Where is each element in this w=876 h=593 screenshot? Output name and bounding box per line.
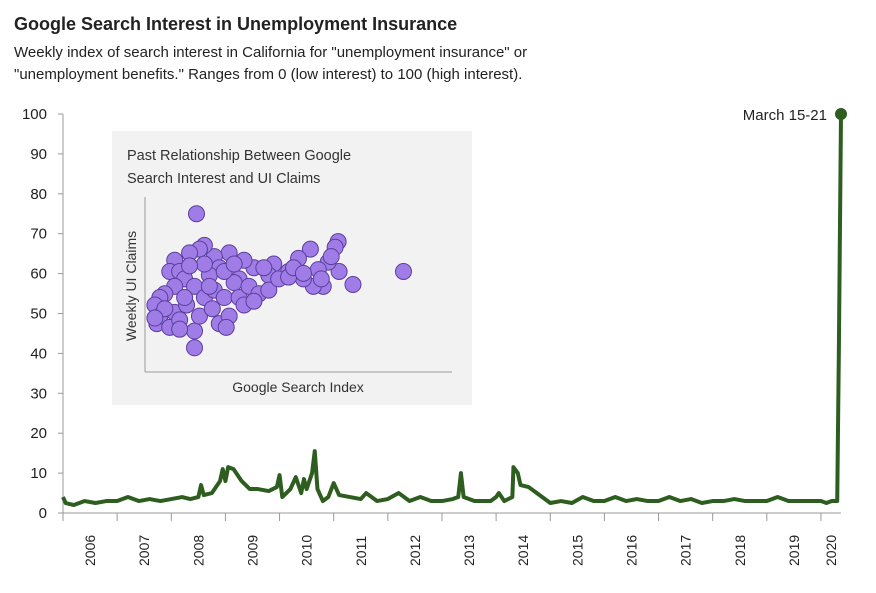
x-tick-label: 2011 xyxy=(353,536,369,566)
inset-title-line-2: Search Interest and UI Claims xyxy=(127,171,320,187)
x-tick-label: 2012 xyxy=(407,535,423,566)
scatter-point xyxy=(344,276,362,293)
x-tick-label: 2008 xyxy=(190,535,206,566)
inset-x-label: Google Search Index xyxy=(232,379,364,395)
x-tick-label: 2009 xyxy=(244,535,260,566)
scatter-point xyxy=(330,262,348,280)
scatter-point xyxy=(322,248,340,266)
scatter-point xyxy=(195,255,213,273)
y-axis: 0 10 20 30 40 50 60 70 80 90 100 xyxy=(22,106,64,522)
y-tick-label: 90 xyxy=(30,146,47,163)
x-tick-label: 2017 xyxy=(678,535,694,566)
x-tick-label: 2016 xyxy=(623,535,639,566)
line-series: March 15-21 xyxy=(61,107,847,508)
y-tick-label: 40 xyxy=(30,345,47,362)
subtitle-line-2: "unemployment benefits." Ranges from 0 (… xyxy=(14,66,523,83)
x-tick-label: 2019 xyxy=(786,535,802,566)
x-tick-label: 2013 xyxy=(461,535,477,566)
scatter-point xyxy=(146,309,164,327)
scatter-point xyxy=(181,257,199,275)
x-tick-label: 2020 xyxy=(823,535,839,566)
y-tick-label: 100 xyxy=(22,106,47,123)
x-tick-label: 2007 xyxy=(136,535,152,566)
subtitle-line-1: Weekly index of search interest in Calif… xyxy=(14,44,528,61)
scatter-point xyxy=(394,262,412,280)
x-tick-label: 2006 xyxy=(82,535,98,566)
scatter-point xyxy=(200,277,218,295)
scatter-point xyxy=(294,264,312,282)
x-tick-label: 2010 xyxy=(299,535,315,566)
y-tick-label: 70 xyxy=(30,226,47,243)
y-tick-label: 30 xyxy=(30,385,47,402)
scatter-point xyxy=(190,307,208,325)
scatter-point xyxy=(260,281,278,299)
search-interest-line xyxy=(61,113,843,508)
x-tick-label: 2018 xyxy=(732,535,748,566)
y-tick-label: 20 xyxy=(30,425,47,442)
scatter-point xyxy=(203,300,221,318)
y-tick-label: 10 xyxy=(30,465,47,482)
scatter-point xyxy=(215,289,233,307)
scatter-point xyxy=(255,259,273,277)
chart-subtitle: Weekly index of search interest in Calif… xyxy=(14,42,714,86)
scatter-point xyxy=(245,292,263,310)
chart-title: Google Search Interest in Unemployment I… xyxy=(14,14,458,34)
scatter-point xyxy=(312,270,330,288)
inset-scatter-chart: Past Relationship Between Google Search I… xyxy=(123,148,452,395)
inset-y-label: Weekly UI Claims xyxy=(123,231,139,341)
scatter-point xyxy=(186,339,204,357)
x-axis: 2006 2007 2008 2009 2010 2011 2012 2013 2014 2015… xyxy=(62,512,841,566)
x-tick-label: 2015 xyxy=(569,535,585,566)
y-tick-label: 80 xyxy=(30,186,47,203)
y-tick-label: 0 xyxy=(39,505,47,522)
inset-title-line-1: Past Relationship Between Google xyxy=(127,148,351,164)
scatter-point xyxy=(225,255,243,273)
y-tick-label: 60 xyxy=(30,266,47,283)
scatter-point xyxy=(186,322,204,340)
scatter-point xyxy=(176,289,194,307)
y-tick-label: 50 xyxy=(30,306,47,323)
scatter-point xyxy=(301,240,319,258)
peak-marker xyxy=(835,108,847,120)
scatter-point xyxy=(171,320,189,338)
scatter-point xyxy=(217,318,235,336)
x-tick-label: 2014 xyxy=(515,535,531,566)
peak-annotation: March 15-21 xyxy=(743,107,827,124)
scatter-point xyxy=(187,205,205,223)
